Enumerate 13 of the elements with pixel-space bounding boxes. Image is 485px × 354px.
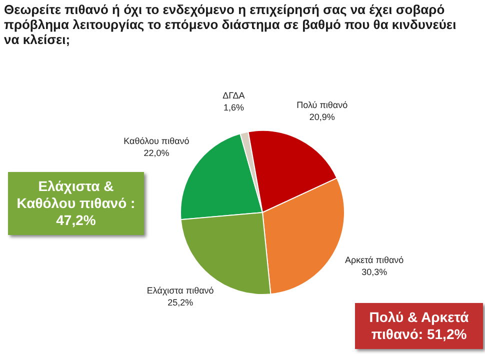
data-label: 30,3% [362, 267, 388, 278]
slice-label: Καθόλου πιθανό [124, 136, 190, 146]
data-label: 25,2% [168, 298, 194, 308]
data-label: 1,6% [223, 102, 244, 112]
text: Ελάχιστα & Καθόλου πιθανό : 47,2% [8, 172, 144, 235]
slice-label: Ελάχιστα πιθανό [146, 286, 214, 296]
slice-label: Πολύ πιθανό [296, 100, 348, 110]
data-label: 20,9% [309, 112, 335, 122]
chart-title: Θεωρείτε πιθανό ή όχι το ενδεχόμενο η επιχείρησή σας να έχει σοβαρό πρόβλημα λειτουργίας το επόμενο διάστημα σε βαθμό που θα κινδυνεύει να κλείσει; [4, 2, 458, 47]
text: Πολύ & Αρκετά πιθανό: 51,2% [355, 303, 483, 349]
slice-label: Αρκετά πιθανό [344, 255, 404, 266]
data-label: 22,0% [144, 148, 170, 158]
slice-label: ΔΓΔΑ [222, 90, 245, 100]
